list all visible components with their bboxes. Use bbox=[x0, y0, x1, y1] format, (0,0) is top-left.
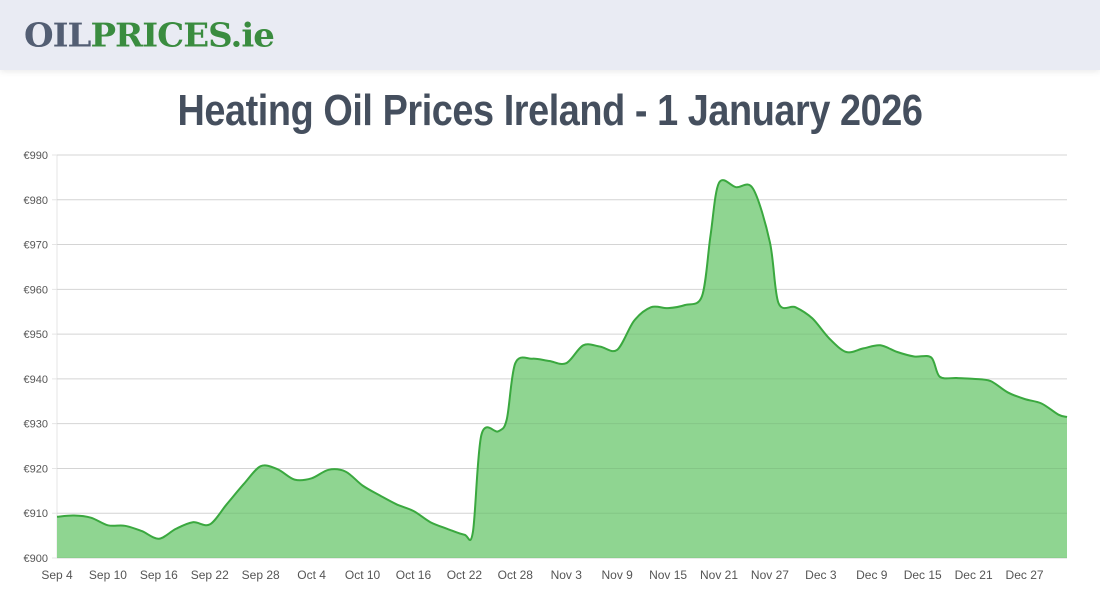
site-logo[interactable]: OILPRICES.ie bbox=[24, 17, 275, 55]
y-tick-label: €990 bbox=[24, 150, 48, 162]
x-tick-label: Oct 10 bbox=[345, 568, 381, 582]
price-area-fill bbox=[57, 180, 1067, 558]
y-tick-label: €930 bbox=[24, 419, 48, 431]
y-tick-label: €970 bbox=[24, 240, 48, 252]
x-tick-label: Dec 21 bbox=[955, 568, 993, 582]
y-tick-label: €960 bbox=[24, 284, 48, 296]
x-tick-label: Oct 28 bbox=[498, 568, 534, 582]
x-tick-label: Nov 27 bbox=[751, 568, 789, 582]
y-tick-label: €910 bbox=[24, 508, 48, 520]
y-tick-label: €900 bbox=[24, 553, 48, 565]
x-tick-label: Nov 9 bbox=[601, 568, 633, 582]
x-tick-label: Nov 15 bbox=[649, 568, 687, 582]
y-tick-label: €950 bbox=[24, 329, 48, 341]
site-header: OILPRICES.ie bbox=[0, 0, 1100, 70]
x-tick-label: Sep 16 bbox=[140, 568, 178, 582]
logo-oil-text: OIL bbox=[24, 17, 91, 55]
page-title: Heating Oil Prices Ireland - 1 January 2… bbox=[177, 86, 923, 135]
x-tick-label: Sep 28 bbox=[242, 568, 280, 582]
y-tick-label: €980 bbox=[24, 195, 48, 207]
price-chart: €900 €910 €920 €930 €940 €950 €960 €970 €980 €990… bbox=[0, 140, 1100, 600]
x-tick-label: Sep 10 bbox=[89, 568, 127, 582]
y-axis: €900 €910 €920 €930 €940 €950 €960 €970 €980 €990 bbox=[24, 150, 48, 565]
x-tick-label: Sep 4 bbox=[41, 568, 73, 582]
x-tick-label: Dec 27 bbox=[1006, 568, 1044, 582]
x-tick-label: Oct 4 bbox=[297, 568, 326, 582]
y-tick-label: €920 bbox=[24, 463, 48, 475]
x-tick-label: Sep 22 bbox=[191, 568, 229, 582]
x-axis: Sep 4 Sep 10 Sep 16 Sep 22 Sep 28 Oct 4 Oct 10… bbox=[41, 568, 1044, 582]
y-tick-label: €940 bbox=[24, 374, 48, 386]
x-tick-label: Nov 3 bbox=[551, 568, 583, 582]
x-tick-label: Dec 9 bbox=[856, 568, 888, 582]
price-line bbox=[56, 179, 1068, 542]
x-tick-label: Dec 3 bbox=[805, 568, 837, 582]
chart-canvas: €900 €910 €920 €930 €940 €950 €960 €970 €980 €990… bbox=[24, 150, 1068, 582]
x-tick-label: Oct 22 bbox=[447, 568, 483, 582]
x-tick-label: Dec 15 bbox=[904, 568, 942, 582]
x-tick-label: Oct 16 bbox=[396, 568, 432, 582]
logo-prices-text: PRICES.ie bbox=[90, 17, 274, 55]
x-tick-label: Nov 21 bbox=[700, 568, 738, 582]
